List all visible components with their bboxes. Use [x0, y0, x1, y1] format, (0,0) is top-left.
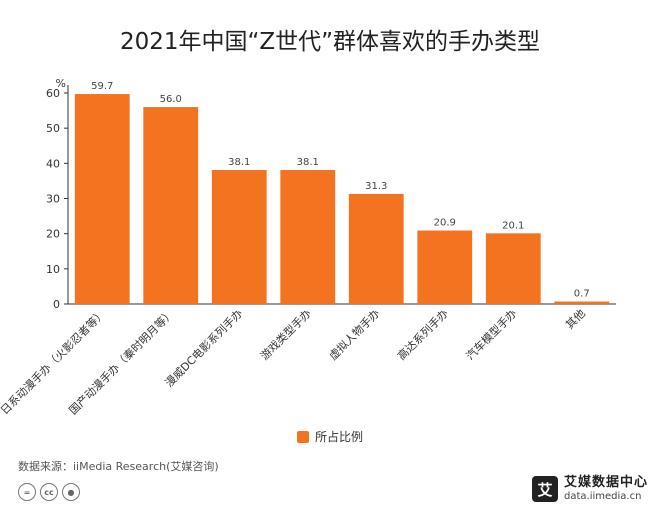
- brand-name: 艾媒数据中心: [563, 475, 648, 491]
- value-label: 56.0: [160, 94, 182, 105]
- equals-icon: =: [18, 483, 36, 501]
- y-tick-label: 30: [46, 193, 60, 206]
- x-labels-group: 日系动漫手办（火影忍者等）国产动漫手办（秦时明月等）漫威DC电影系列手办 游戏类型…: [0, 306, 588, 417]
- bar: [348, 193, 404, 304]
- x-category-label: 游戏类型手办: [257, 306, 314, 363]
- value-label: 20.1: [502, 220, 524, 231]
- value-label: 0.7: [574, 289, 590, 300]
- bar: [485, 233, 541, 304]
- bar: [211, 170, 267, 304]
- value-label: 59.7: [91, 81, 113, 92]
- value-label: 31.3: [365, 181, 387, 192]
- x-category-label: 虚拟人物手办: [326, 306, 383, 363]
- x-category-label: 其他: [563, 307, 588, 332]
- value-label: 38.1: [228, 157, 250, 168]
- bar: [143, 107, 199, 304]
- x-category-label: 汽车模型手办: [463, 306, 520, 363]
- value-label: 38.1: [297, 157, 319, 168]
- bar-chart: 0 10 20 30 40 50 60% 59.7 56.0 38.1 38.1 31.3 20.9 2…: [0, 77, 616, 417]
- bars-group: [74, 94, 610, 305]
- brand-logo-icon: 艾: [531, 476, 558, 502]
- y-tick-label: 0: [53, 298, 60, 311]
- bar: [417, 230, 473, 304]
- person-icon: ●: [62, 483, 80, 501]
- y-unit-label: %: [56, 77, 66, 90]
- x-category-label: 漫威DC电影系列手办: [162, 306, 246, 390]
- y-tick-label: 10: [46, 263, 60, 276]
- x-category-label: 高达系列手办: [394, 306, 451, 363]
- value-label: 20.9: [434, 218, 456, 229]
- bar: [280, 170, 336, 304]
- brand-url: data.iimedia.cn: [563, 490, 642, 502]
- y-tick-label: 40: [46, 157, 60, 170]
- chart-title: 2021年中国“Z世代”群体喜欢的手办类型: [119, 29, 541, 55]
- source-note: 数据来源：iiMedia Research(艾媒咨询): [18, 460, 219, 473]
- legend: 所占比例: [0, 428, 660, 445]
- license-icons: = cc ●: [18, 483, 80, 501]
- bar: [74, 94, 130, 305]
- bar: [554, 301, 610, 304]
- brand: 艾 艾媒数据中心 data.iimedia.cn: [531, 475, 648, 502]
- y-tick-label: 60: [46, 87, 60, 100]
- y-tick-label: 20: [46, 228, 60, 241]
- value-labels-group: 59.7 56.0 38.1 38.1 31.3 20.9 20.1 0.7: [91, 81, 590, 299]
- legend-swatch: [296, 430, 309, 443]
- cc-icon: cc: [40, 483, 58, 501]
- y-tick-label: 50: [46, 122, 60, 135]
- legend-label: 所占比例: [314, 430, 363, 444]
